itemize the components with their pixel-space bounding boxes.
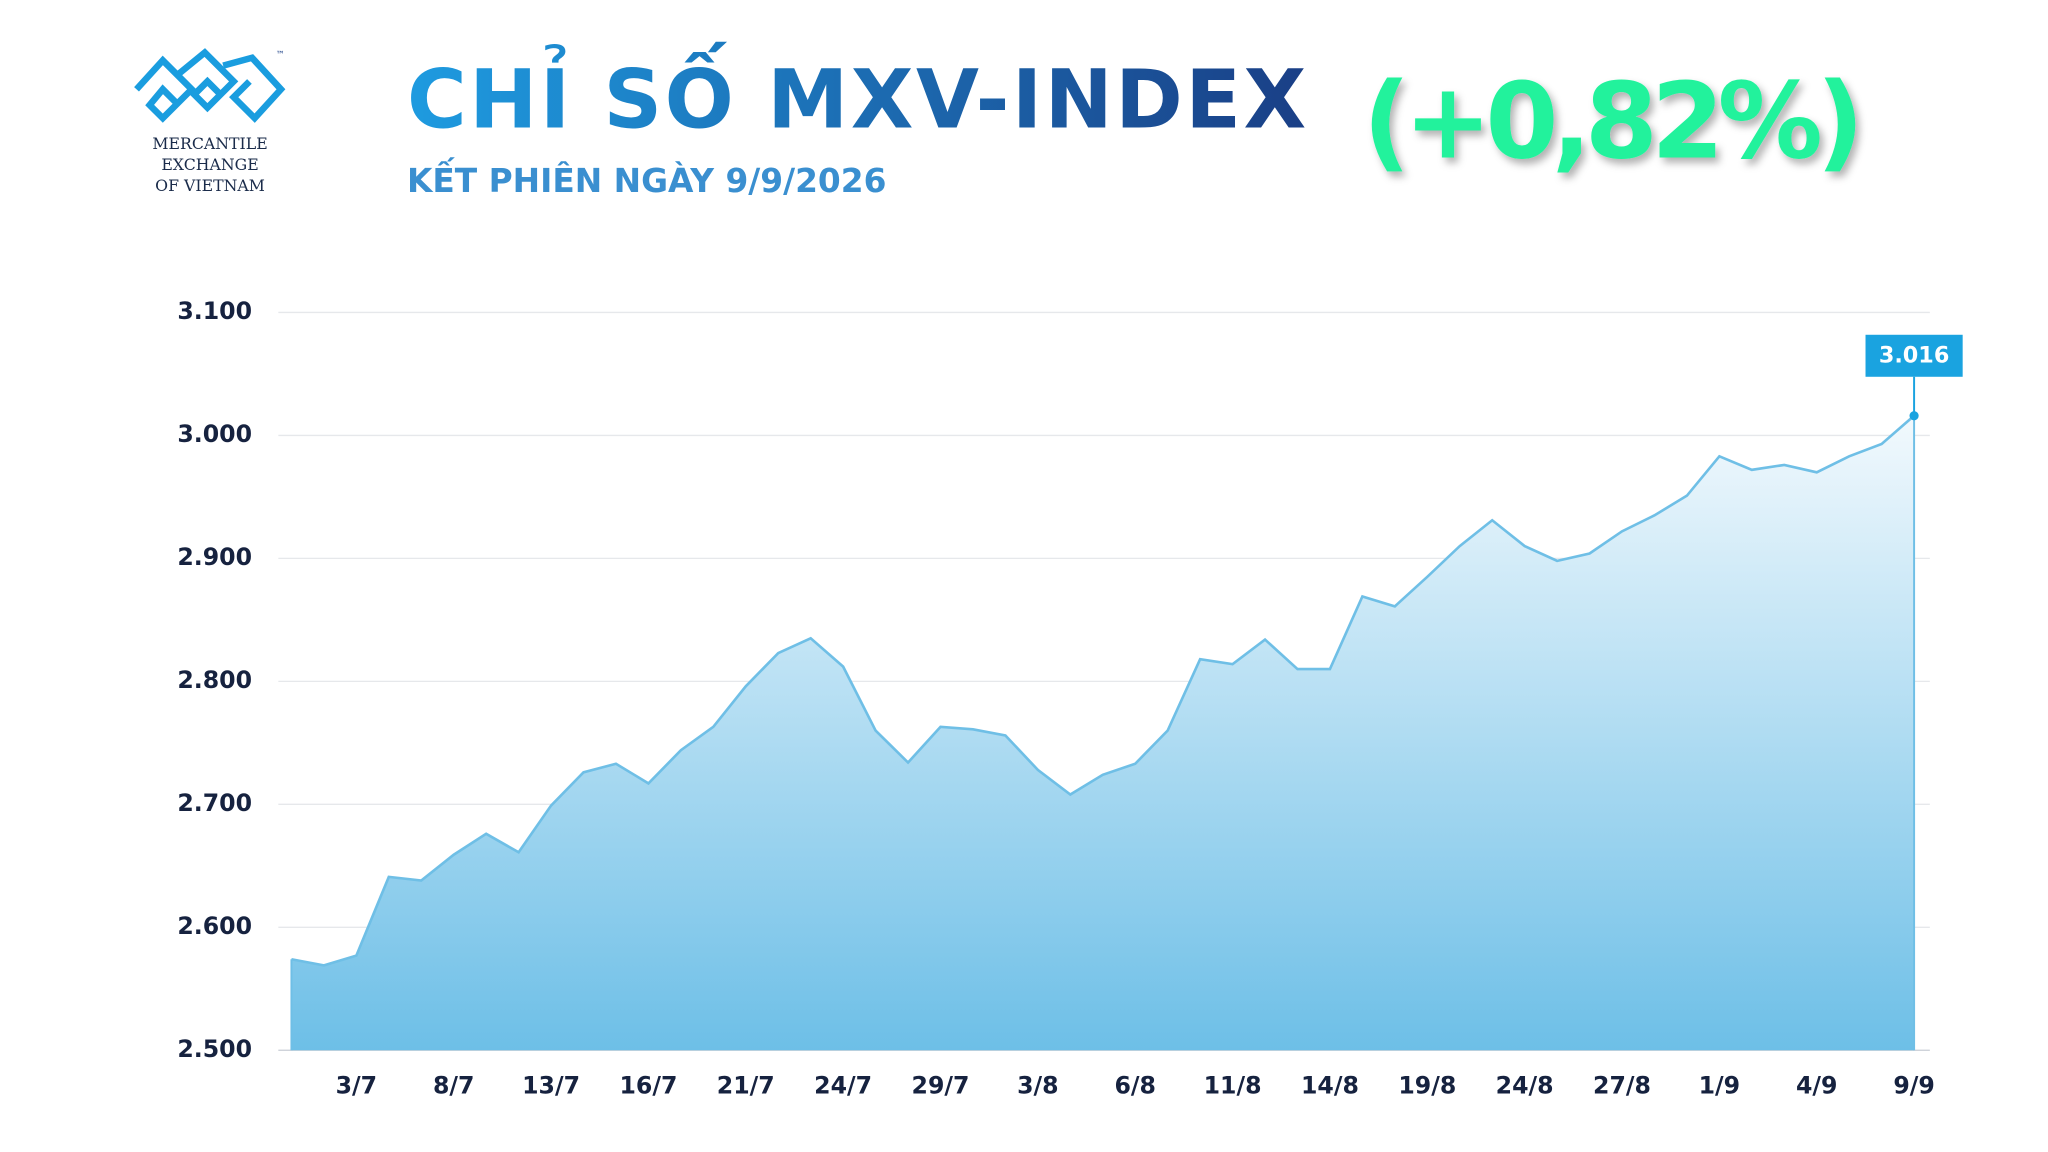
x-tick-label: 16/7 [619, 1072, 677, 1100]
x-tick-label: 13/7 [522, 1072, 580, 1100]
x-tick-label: 29/7 [912, 1072, 970, 1100]
y-tick-label: 3.000 [177, 420, 252, 448]
x-tick-label: 3/8 [1017, 1072, 1059, 1100]
chart-subtitle: KẾT PHIÊN NGÀY 9/9/2026 [407, 156, 886, 200]
x-tick-label: 11/8 [1204, 1072, 1262, 1100]
x-tick-label: 14/8 [1301, 1072, 1359, 1100]
data-label: 3.016 [1879, 342, 1950, 368]
logo-text: MERCANTILE [152, 134, 267, 153]
x-tick-label: 21/7 [717, 1072, 775, 1100]
y-tick-label: 2.700 [177, 789, 252, 817]
y-tick-label: 2.900 [177, 543, 252, 571]
y-tick-label: 2.600 [177, 912, 252, 940]
x-tick-label: 24/7 [814, 1072, 872, 1100]
x-tick-label: 6/8 [1114, 1072, 1156, 1100]
x-tick-label: 4/9 [1796, 1072, 1838, 1100]
area [291, 415, 1915, 1051]
logo-text: EXCHANGE [161, 155, 258, 174]
label-box [1865, 334, 1963, 377]
line [291, 414, 1915, 967]
x-tick-label: 8/7 [433, 1072, 475, 1100]
logo-mark [173, 48, 239, 113]
logo-mark [134, 55, 197, 123]
x-tick-label: 9/9 [1893, 1072, 1935, 1100]
x-tick-label: 19/8 [1398, 1072, 1456, 1100]
logo [134, 48, 286, 123]
x-tick-label: 1/9 [1699, 1072, 1741, 1100]
logo-mark [222, 54, 286, 123]
y-tick-label: 3.100 [177, 297, 252, 325]
x-tick-label: 3/7 [336, 1072, 378, 1100]
y-tick-label: 2.500 [177, 1035, 252, 1063]
y-tick-label: 2.800 [177, 666, 252, 694]
x-tick-label: 27/8 [1593, 1072, 1651, 1100]
point [1909, 411, 1919, 421]
logo-trademark: ™ [276, 50, 285, 61]
logo-text: OF VIETNAM [155, 176, 265, 195]
change-annotation: (+0,82%) [1363, 60, 1864, 182]
x-tick-label: 24/8 [1496, 1072, 1554, 1100]
chart-title: CHỈ SỐ MXV-INDEX [407, 40, 1306, 147]
